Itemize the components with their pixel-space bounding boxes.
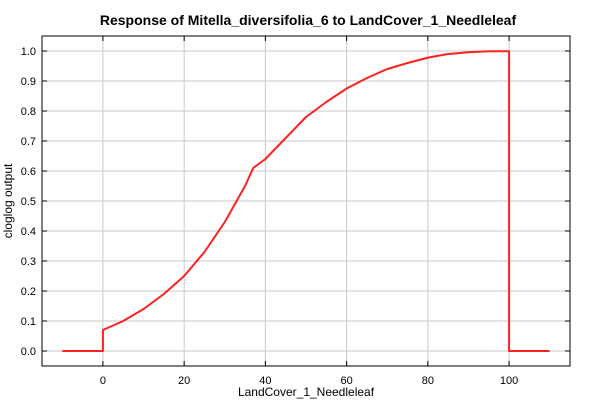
grid [42,36,570,366]
x-tick-label: 0 [100,375,106,387]
y-tick-label: 0.3 [21,256,36,268]
x-tick-label: 40 [259,375,271,387]
y-tick-label: 0.8 [21,106,36,118]
y-tick-label: 0.2 [21,286,36,298]
plot-frame [41,35,571,367]
x-axis-label: LandCover_1_Needleleaf [238,385,375,399]
y-tick-label: 0.7 [21,136,36,148]
x-tick-label: 100 [500,375,518,387]
ticks: 0 20 40 60 80 100 0.0 0.1 0.2 0.3 0.4 0.5 0.6 0.7 0.8 0… [21,36,570,387]
x-tick-label: 60 [340,375,352,387]
y-axis-label: cloglog output [1,163,15,238]
y-tick-label: 1.0 [21,46,36,58]
y-tick-label: 0.1 [21,316,36,328]
series-layer [62,50,550,352]
chart-title: Response of Mitella_diversifolia_6 to La… [100,12,517,28]
y-tick-label: 0.6 [21,166,36,178]
response-curve [62,50,550,352]
y-tick-label: 0.5 [21,196,36,208]
x-tick-label: 80 [422,375,434,387]
x-tick-label: 20 [178,375,190,387]
y-tick-label: 0.4 [21,226,36,238]
y-tick-label: 0.9 [21,76,36,88]
y-tick-label: 0.0 [21,346,36,358]
